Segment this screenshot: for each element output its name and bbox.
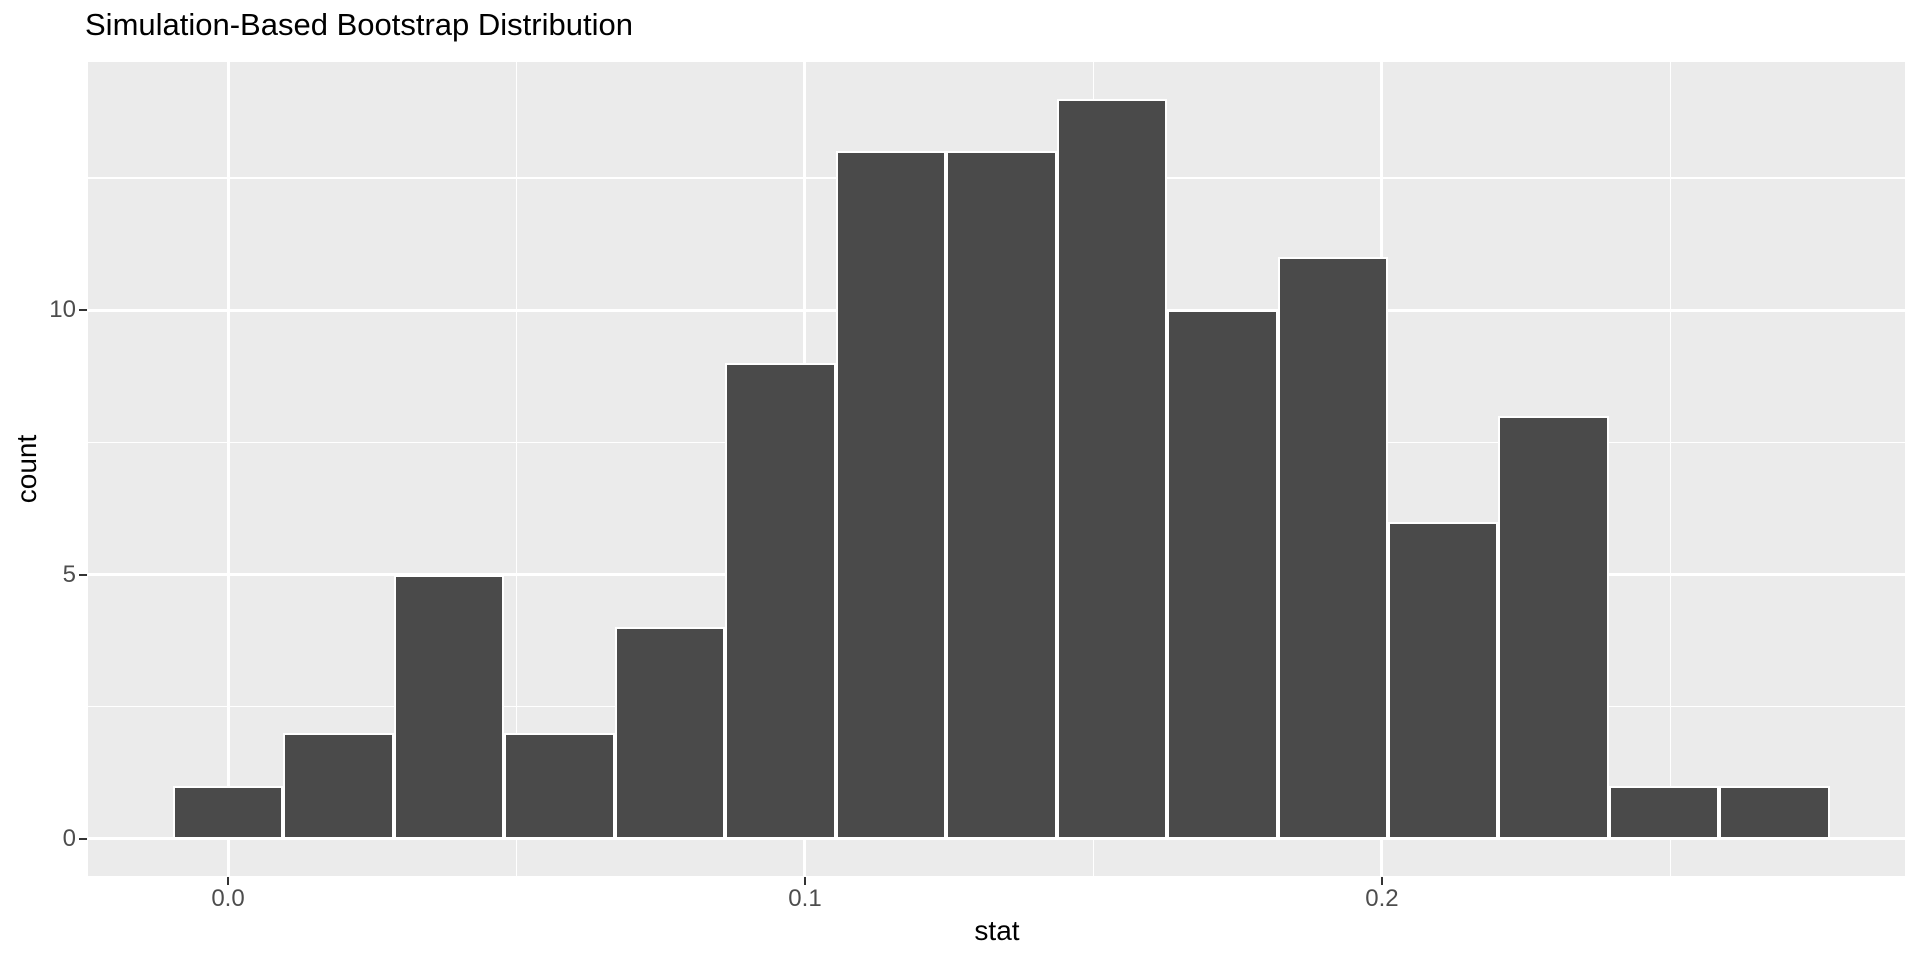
x-major-gridline [226,62,230,876]
plot-panel [88,62,1905,876]
histogram-bar [946,151,1057,839]
x-tick-mark [227,877,229,885]
y-tick-mark [79,573,87,576]
histogram-bar [283,733,394,839]
x-tick-label: 0.0 [211,885,245,912]
histogram-bar [1277,257,1388,839]
histogram-bar [614,627,726,839]
histogram-bar [1608,786,1720,839]
histogram-bar [172,786,284,839]
x-tick-label: 0.2 [1365,885,1399,912]
chart-title: Simulation-Based Bootstrap Distribution [85,7,633,42]
histogram-bar [1498,415,1609,839]
x-tick-label: 0.1 [788,885,822,912]
histogram-bar [835,151,947,839]
x-minor-gridline [515,62,518,876]
histogram-bar [1387,521,1499,839]
y-tick-mark [79,309,87,312]
y-tick-label: 0 [62,824,76,852]
histogram-bar [504,733,615,839]
y-tick-label: 10 [49,296,76,324]
histogram-bar [1056,98,1167,839]
y-tick-label: 5 [62,560,76,588]
histogram-bar [1167,310,1278,839]
x-tick-mark [1380,877,1383,885]
y-axis-title: count [11,434,42,504]
x-axis-title: stat [974,915,1020,946]
histogram-bar [393,574,505,839]
x-tick-mark [803,877,806,885]
x-minor-gridline [1669,62,1672,876]
histogram-bar [1719,786,1830,839]
y-tick-mark [79,837,87,840]
histogram-bar [725,363,836,839]
